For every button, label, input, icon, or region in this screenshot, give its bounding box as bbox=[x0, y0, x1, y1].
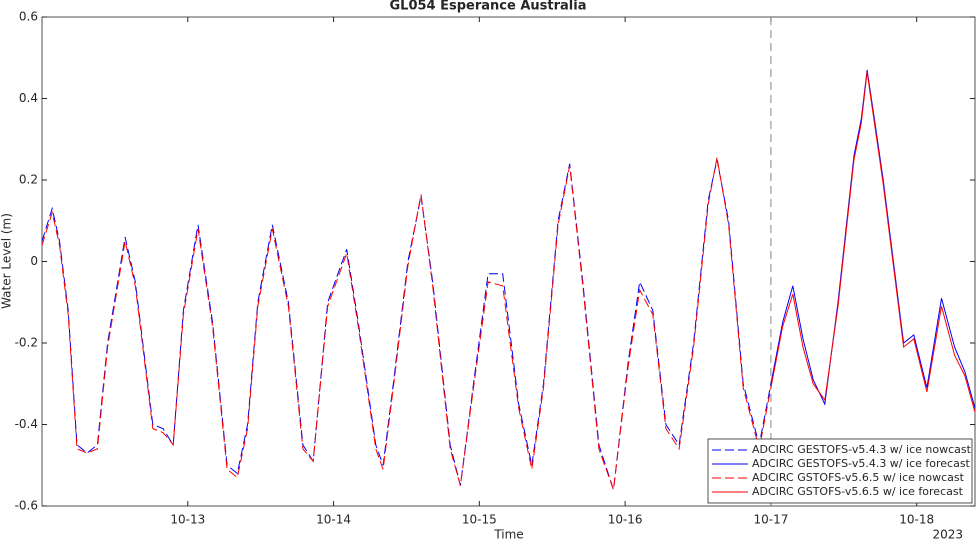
x-tick-label: 10-18 bbox=[899, 513, 934, 527]
x-tick-label: 10-13 bbox=[170, 513, 205, 527]
legend-label: ADCIRC GESTOFS-v5.4.3 w/ ice nowcast bbox=[752, 443, 972, 456]
y-tick-label: -0.6 bbox=[15, 499, 38, 513]
legend-label: ADCIRC GSTOFS-v5.6.5 w/ ice forecast bbox=[752, 485, 964, 498]
legend-label: ADCIRC GSTOFS-v5.6.5 w/ ice nowcast bbox=[752, 471, 965, 484]
legend-label: ADCIRC GESTOFS-v5.4.3 w/ ice forecast bbox=[752, 457, 971, 470]
legend-box bbox=[707, 438, 973, 504]
y-tick-label: 0 bbox=[30, 254, 38, 268]
legend: ADCIRC GESTOFS-v5.4.3 w/ ice nowcastADCI… bbox=[707, 438, 973, 504]
y-tick-label: 0.6 bbox=[19, 10, 38, 24]
x-axis-label: Time bbox=[493, 528, 523, 541]
x-tick-label: 10-15 bbox=[462, 513, 497, 527]
y-tick-label: -0.2 bbox=[15, 336, 38, 350]
y-tick-label: 0.2 bbox=[19, 173, 38, 187]
y-tick-label: -0.4 bbox=[15, 417, 38, 431]
series-line bbox=[41, 157, 772, 490]
series-line bbox=[770, 71, 976, 413]
x-tick-label: 10-16 bbox=[608, 513, 643, 527]
x-tick-label: 10-17 bbox=[753, 513, 788, 527]
chart-title: GL054 Esperance Australia bbox=[390, 0, 587, 14]
x-tick-label: 10-14 bbox=[316, 513, 351, 527]
y-axis-label: Water Level (m) bbox=[0, 213, 14, 309]
x-sublabel: 2023 bbox=[932, 528, 963, 541]
plot-area bbox=[41, 16, 976, 507]
y-tick-label: 0.4 bbox=[19, 91, 38, 105]
